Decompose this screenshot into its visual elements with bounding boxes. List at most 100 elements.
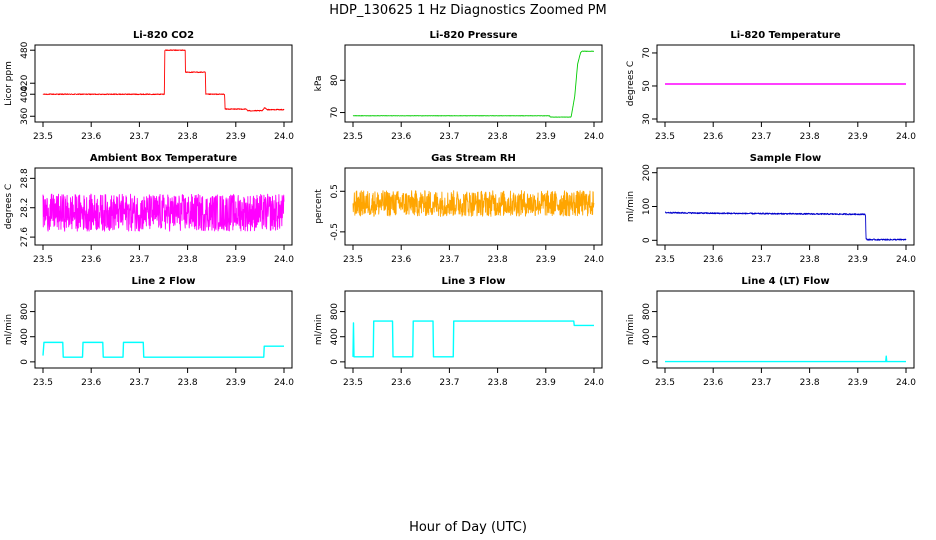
panel-title: Line 3 Flow: [442, 276, 506, 287]
x-tick-label: 23.8: [178, 378, 198, 388]
series-line: [42, 49, 285, 112]
series-line: [352, 50, 595, 118]
series-line: [42, 193, 285, 232]
x-tick-label: 23.9: [226, 132, 246, 142]
x-tick-label: 23.6: [703, 132, 723, 142]
panel-title: Sample Flow: [750, 153, 822, 164]
y-tick-label: -0.5: [330, 223, 340, 241]
panel-6: Line 2 Flow 23.5 23.6 23.7 23.8 23.9 24.0 0 400 8…: [4, 276, 294, 388]
plot-frame: [656, 290, 915, 369]
panel-5: Sample Flow 23.5 23.6 23.7 23.8 23.9 24.0 0 100 2…: [626, 153, 916, 265]
y-axis-label: kPa: [314, 76, 324, 92]
panel-4: Gas Stream RH 23.5 23.6 23.7 23.8 23.9 24.0 -0.…: [314, 153, 604, 265]
plot-frame: [656, 44, 915, 123]
x-tick-label: 23.6: [391, 132, 411, 142]
x-tick-label: 23.7: [439, 132, 459, 142]
x-tick-label: 23.5: [655, 132, 675, 142]
x-tick-label: 24.0: [274, 378, 294, 388]
series-line: [352, 190, 595, 217]
y-tick-label: 100: [642, 198, 652, 215]
y-tick-label: 50: [642, 80, 652, 92]
y-axis-label: ml/min: [4, 314, 14, 345]
x-tick-label: 23.7: [751, 255, 771, 265]
x-tick-label: 23.9: [536, 378, 556, 388]
x-tick-label: 23.7: [439, 378, 459, 388]
figure-xlabel: Hour of Day (UTC): [409, 520, 527, 535]
x-tick-label: 23.9: [848, 132, 868, 142]
x-tick-label: 23.8: [178, 132, 198, 142]
y-tick-label: 0.5: [330, 184, 340, 198]
panel-title: Ambient Box Temperature: [90, 153, 237, 164]
y-tick-label: 27.6: [20, 227, 30, 247]
series-line: [665, 355, 906, 363]
x-tick-label: 24.0: [584, 255, 604, 265]
x-tick-label: 24.0: [274, 255, 294, 265]
y-tick-label: 28.2: [20, 198, 30, 218]
panel-3: Ambient Box Temperature 23.5 23.6 23.7 23.8 2…: [4, 153, 294, 265]
panel-1: Li-820 Pressure 23.5 23.6 23.7 23.8 23.9 24.0 7…: [314, 30, 604, 142]
y-axis-label: ml/min: [626, 314, 636, 345]
series-line: [352, 320, 594, 358]
x-tick-label: 23.5: [343, 132, 363, 142]
x-tick-label: 23.8: [800, 132, 820, 142]
y-tick-label: 480: [20, 41, 30, 58]
plot-frame: [344, 290, 603, 369]
y-tick-label: 420: [20, 74, 30, 91]
x-tick-label: 23.7: [751, 132, 771, 142]
panel-title: Gas Stream RH: [431, 153, 516, 164]
plot-frame: [34, 167, 293, 246]
panel-2: Li-820 Temperature 23.5 23.6 23.7 23.8 23.9 24…: [626, 30, 916, 142]
x-tick-label: 23.8: [488, 378, 508, 388]
y-tick-label: 400: [20, 328, 30, 345]
x-tick-label: 24.0: [274, 132, 294, 142]
x-tick-label: 23.9: [536, 255, 556, 265]
x-tick-label: 23.7: [129, 378, 149, 388]
y-tick-label: 30: [642, 113, 652, 125]
x-tick-label: 23.7: [751, 378, 771, 388]
x-tick-label: 23.9: [848, 378, 868, 388]
y-tick-label: 70: [330, 107, 340, 119]
x-tick-label: 23.7: [129, 255, 149, 265]
y-tick-label: 200: [642, 164, 652, 181]
y-axis-label: ml/min: [314, 314, 324, 345]
x-tick-label: 23.7: [129, 132, 149, 142]
series-line: [664, 211, 907, 241]
y-tick-label: 0: [20, 359, 30, 365]
y-tick-label: 400: [330, 328, 340, 345]
x-tick-label: 23.5: [655, 255, 675, 265]
x-tick-label: 23.6: [391, 378, 411, 388]
panel-0: Li-820 CO2 23.5 23.6 23.7 23.8 23.9 24.0 360 400…: [4, 30, 294, 142]
x-tick-label: 23.6: [703, 255, 723, 265]
panel-7: Line 3 Flow 23.5 23.6 23.7 23.8 23.9 24.0 0 400 8…: [314, 276, 604, 388]
y-axis-label: degrees C: [4, 184, 14, 229]
x-tick-label: 23.8: [800, 378, 820, 388]
x-tick-label: 24.0: [584, 378, 604, 388]
y-axis-label: degrees C: [626, 61, 636, 106]
y-tick-label: 70: [642, 47, 652, 59]
panel-title: Li-820 CO2: [133, 30, 194, 41]
x-tick-label: 23.5: [33, 132, 53, 142]
y-axis-label: percent: [314, 189, 324, 224]
y-tick-label: 0: [642, 237, 652, 243]
x-tick-label: 24.0: [896, 132, 916, 142]
x-tick-label: 24.0: [584, 132, 604, 142]
figure-title: HDP_130625 1 Hz Diagnostics Zoomed PM: [329, 3, 607, 18]
y-tick-label: 0: [330, 359, 340, 365]
panel-title: Li-820 Pressure: [429, 30, 517, 41]
x-tick-label: 24.0: [896, 255, 916, 265]
y-tick-label: 800: [642, 303, 652, 320]
series-line: [42, 341, 284, 358]
x-tick-label: 23.5: [33, 255, 53, 265]
y-tick-label: 400: [20, 85, 30, 102]
x-tick-label: 23.6: [81, 378, 101, 388]
y-tick-label: 360: [20, 107, 30, 124]
y-tick-label: 400: [642, 328, 652, 345]
x-tick-label: 23.5: [343, 378, 363, 388]
x-tick-label: 23.5: [343, 255, 363, 265]
panel-title: Line 4 (LT) Flow: [741, 276, 829, 287]
x-tick-label: 23.6: [81, 255, 101, 265]
x-tick-label: 23.6: [391, 255, 411, 265]
x-tick-label: 23.5: [655, 378, 675, 388]
panel-title: Line 2 Flow: [132, 276, 196, 287]
